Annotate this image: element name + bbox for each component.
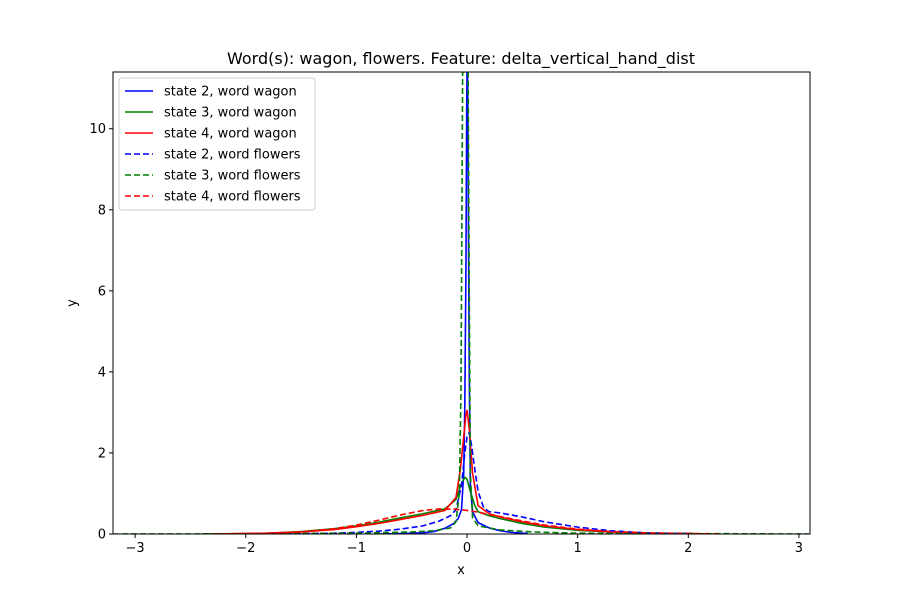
series-layer (113, 72, 810, 534)
x-tick-label: 2 (684, 541, 692, 556)
x-tick-label: 0 (463, 541, 471, 556)
y-tick-label: 2 (98, 446, 106, 461)
legend-label: state 3, word wagon (164, 106, 297, 121)
chart-title: Word(s): wagon, flowers. Feature: delta_… (227, 49, 695, 69)
y-tick-label: 10 (89, 122, 106, 137)
plot-frame (112, 71, 811, 535)
legend-label: state 4, word wagon (164, 127, 297, 142)
x-tick-label: −1 (347, 541, 366, 556)
legend-box (118, 77, 316, 211)
legend: state 2, word wagon state 3, word wagon st… (118, 77, 316, 211)
y-axis: 0 2 4 6 8 10 (89, 122, 113, 543)
series-line-4 (267, 431, 689, 534)
series-line-5 (113, 72, 810, 534)
legend-label: state 2, word wagon (164, 85, 297, 100)
y-tick-label: 0 (98, 528, 106, 543)
series-line-6 (212, 508, 722, 534)
x-tick-label: 3 (795, 541, 803, 556)
x-tick-label: −2 (236, 541, 255, 556)
legend-label: state 4, word flowers (164, 190, 301, 205)
x-tick-label: 1 (574, 541, 582, 556)
legend-label: state 2, word flowers (164, 148, 301, 163)
x-axis: −3 −2 −1 0 1 2 3 (126, 534, 803, 556)
series-line-1 (378, 72, 528, 534)
legend-label: state 3, word flowers (164, 169, 301, 184)
y-tick-label: 8 (98, 203, 106, 218)
series-line-2 (201, 476, 711, 534)
y-axis-label: y (65, 299, 80, 307)
series-line-3 (212, 409, 711, 534)
x-tick-label: −3 (126, 541, 145, 556)
y-tick-label: 4 (98, 365, 106, 380)
y-tick-label: 6 (98, 284, 106, 299)
x-axis-label: x (457, 563, 465, 578)
